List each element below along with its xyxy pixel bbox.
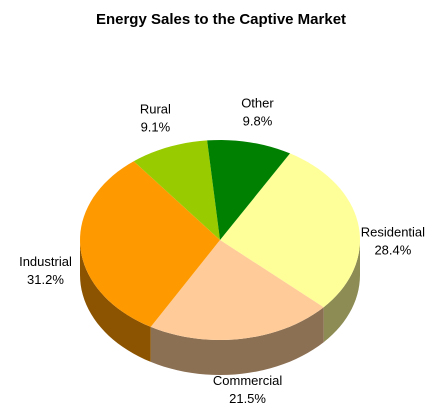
slice-value-label: 9.1% [141, 120, 171, 135]
slice-label: Other [241, 95, 274, 110]
slice-value-label: 9.8% [243, 113, 273, 128]
pie-slice [133, 140, 220, 240]
slice-side [150, 307, 324, 375]
pie-slice [207, 140, 290, 240]
slice-side [80, 240, 151, 362]
pie-slice [150, 240, 324, 340]
chart-title: Energy Sales to the Captive Market [96, 11, 346, 28]
pie-slice [80, 161, 220, 327]
slice-label: Commercial [213, 373, 282, 388]
slice-label: Residential [361, 224, 425, 239]
slice-value-label: 31.2% [27, 272, 64, 287]
slice-label: Rural [140, 102, 171, 117]
pie-slice [220, 153, 360, 308]
slice-side [323, 240, 360, 343]
slice-value-label: 21.5% [229, 391, 266, 406]
slice-value-label: 28.4% [374, 242, 411, 257]
slice-label: Industrial [19, 254, 72, 269]
